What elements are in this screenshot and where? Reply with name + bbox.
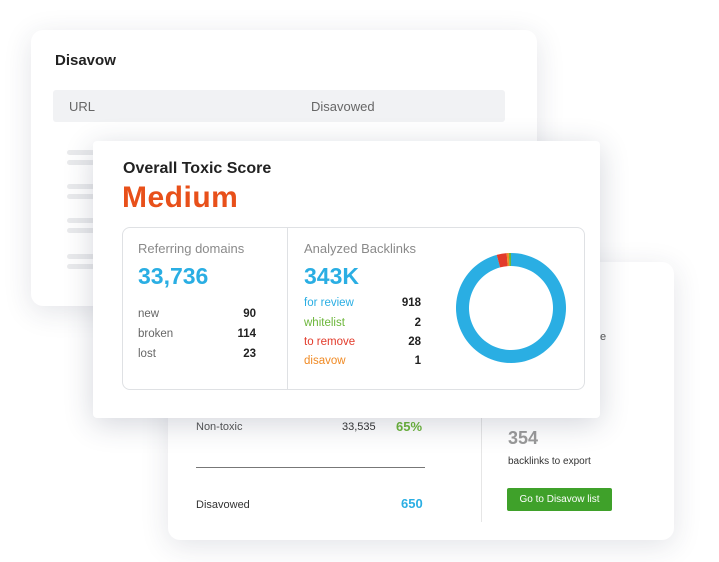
export-label: backlinks to export (508, 456, 591, 467)
donut-segment-2 (506, 253, 510, 267)
rd-row-label: new (138, 308, 160, 320)
go-to-disavow-list-button[interactable]: Go to Disavow list (507, 488, 612, 511)
stats-divider (287, 228, 288, 389)
rd-row-label: broken (138, 328, 174, 340)
export-count: 354 (508, 428, 539, 448)
disavow-title: Disavow (55, 52, 116, 69)
toxic-score-panel: Overall Toxic Score Medium Referring dom… (93, 141, 600, 418)
ab-row-value: 1 (414, 355, 421, 367)
nontoxic-percent: 65% (396, 419, 423, 434)
donut-segment-3 (508, 253, 511, 267)
nontoxic-count: 33,535 (342, 421, 376, 433)
analyzed-backlinks-total: 343K (304, 263, 359, 289)
result-divider (196, 467, 425, 468)
disavowed-count: 650 (401, 496, 423, 511)
ab-row-label: for review (304, 297, 354, 309)
url-column-header: URL (69, 99, 96, 114)
referring-domains-total: 33,736 (138, 263, 209, 289)
ab-row-label: whitelist (304, 317, 345, 329)
referring-domains-label: Referring domains (138, 241, 245, 256)
ab-row-value: 28 (408, 336, 421, 348)
toxic-score-title: Overall Toxic Score (123, 160, 272, 177)
analyzed-backlinks-label: Analyzed Backlinks (304, 241, 416, 256)
donut-segment-0 (456, 253, 566, 363)
rd-row-value: 23 (243, 348, 256, 360)
partial-text: e (600, 331, 607, 343)
toxic-score-level: Medium (122, 181, 239, 214)
ab-row-label: to remove (304, 336, 356, 348)
rd-row-value: 90 (243, 308, 256, 320)
url-table-header: URL Disavowed (53, 90, 505, 122)
ab-row-value: 2 (414, 317, 421, 329)
donut-segment-1 (496, 253, 508, 268)
nontoxic-label: Non-toxic (196, 421, 243, 433)
rd-row-label: lost (138, 348, 156, 360)
stats-box: Referring domains 33,736 new 90 broken 1… (122, 227, 585, 390)
disavowed-column-header: Disavowed (311, 99, 375, 114)
ab-row-value: 918 (401, 297, 421, 309)
ab-row-label: disavow (304, 355, 346, 367)
backlinks-donut-chart (456, 253, 566, 363)
rd-row-value: 114 (237, 328, 256, 340)
disavowed-label: Disavowed (196, 499, 250, 511)
